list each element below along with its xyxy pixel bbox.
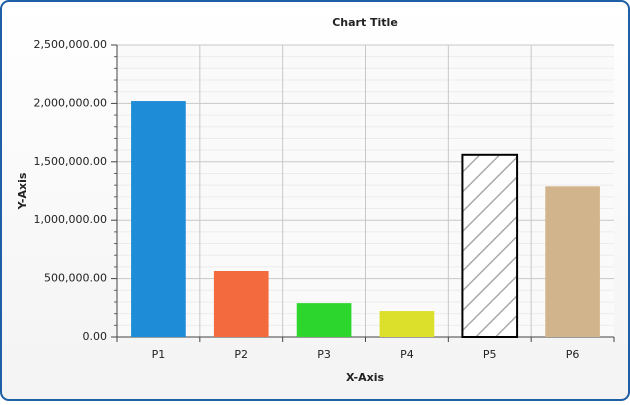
y-tick-label: 2,000,000.00: [34, 96, 107, 109]
chart-title: Chart Title: [332, 16, 398, 29]
x-tick-label: P4: [400, 348, 414, 361]
x-tick-label: P1: [152, 348, 166, 361]
bar: [545, 186, 600, 337]
x-tick-label: P5: [483, 348, 497, 361]
bar: [213, 271, 269, 337]
y-tick-label: 0.00: [83, 330, 108, 343]
bar: [296, 303, 352, 337]
y-tick-label: 1,500,000.00: [34, 155, 107, 168]
bar: [379, 311, 435, 337]
y-tick-label: 2,500,000.00: [34, 38, 107, 51]
y-tick-label: 500,000.00: [44, 272, 107, 285]
bar: [461, 153, 519, 338]
x-tick-label: P2: [234, 348, 248, 361]
y-axis-label: Y-Axis: [16, 172, 29, 210]
x-tick-label: P6: [566, 348, 580, 361]
bar: [131, 101, 186, 338]
x-axis-label: X-Axis: [346, 371, 385, 384]
x-tick-label: P3: [317, 348, 331, 361]
y-tick-label: 1,000,000.00: [34, 213, 107, 226]
